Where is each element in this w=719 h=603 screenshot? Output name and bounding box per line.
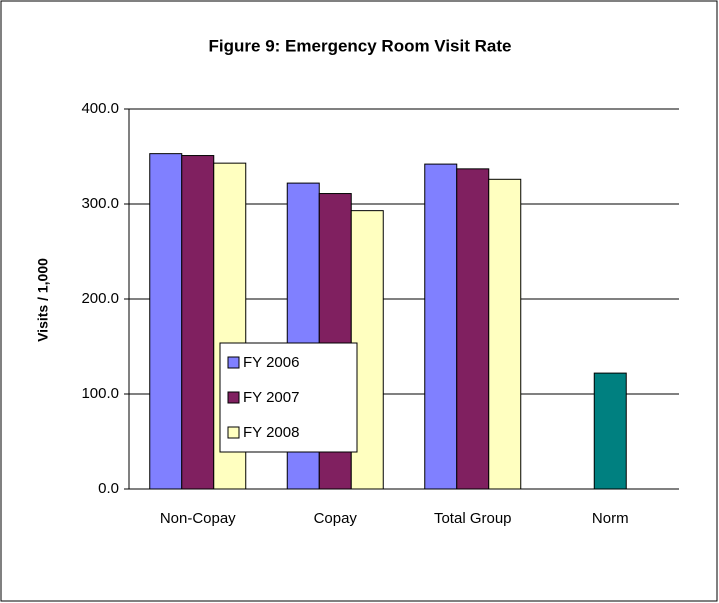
bar: [149, 153, 183, 490]
legend-box: [219, 342, 358, 453]
chart-title: Figure 9: Emergency Room Visit Rate: [209, 36, 512, 55]
x-tick-label: Norm: [592, 510, 629, 527]
legend-swatch: [227, 391, 240, 404]
legend-label: FY 2008: [243, 424, 299, 441]
x-tick-label: Copay: [314, 510, 358, 527]
x-tick-label: Non-Copay: [160, 510, 236, 527]
legend-label: FY 2006: [243, 354, 299, 371]
bar: [424, 163, 458, 490]
y-tick-label: 400.0: [81, 100, 119, 117]
y-tick-label: 0.0: [98, 480, 119, 497]
legend-swatch: [227, 426, 240, 439]
y-axis-label: Visits / 1,000: [35, 258, 51, 342]
bar: [456, 168, 490, 490]
x-tick-label: Total Group: [434, 510, 512, 527]
legend-label: FY 2007: [243, 389, 299, 406]
y-tick-label: 300.0: [81, 195, 119, 212]
bar: [488, 178, 522, 490]
bar: [593, 372, 627, 490]
y-tick-label: 100.0: [81, 385, 119, 402]
bar: [181, 155, 215, 490]
y-tick-label: 200.0: [81, 290, 119, 307]
legend-swatch: [227, 356, 240, 369]
